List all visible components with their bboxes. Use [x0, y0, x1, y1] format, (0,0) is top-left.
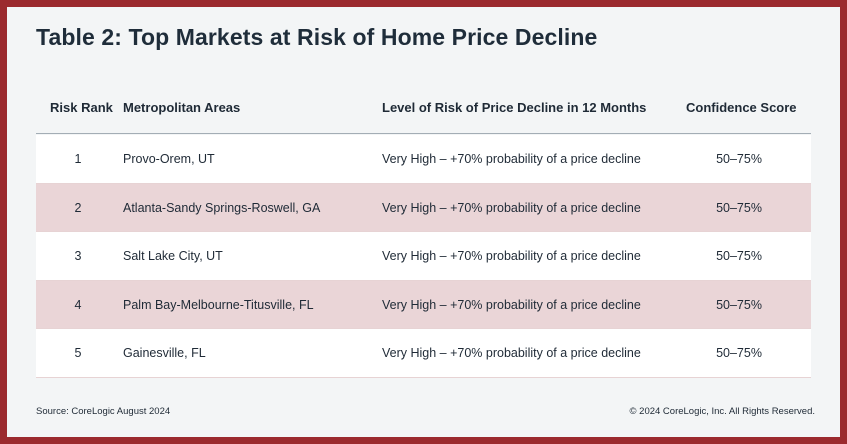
cell-confidence-score: 50–75% [716, 200, 762, 215]
table-row: 4 Palm Bay-Melbourne-Titusville, FL Very… [36, 280, 811, 330]
column-header-confidence-score: Confidence Score [686, 100, 797, 115]
column-header-risk-level: Level of Risk of Price Decline in 12 Mon… [382, 100, 647, 115]
cell-risk-rank: 5 [74, 346, 82, 361]
cell-confidence-score: 50–75% [716, 249, 762, 264]
cell-metropolitan-area: Gainesville, FL [123, 346, 206, 361]
table-row: 1 Provo-Orem, UT Very High – +70% probab… [36, 135, 811, 184]
cell-risk-level: Very High – +70% probability of a price … [382, 297, 641, 312]
cell-metropolitan-area: Provo-Orem, UT [123, 152, 215, 166]
source-note: Source: CoreLogic August 2024 [36, 406, 171, 417]
cell-confidence-score: 50–75% [716, 152, 762, 166]
table-body: 1 Provo-Orem, UT Very High – +70% probab… [36, 135, 811, 378]
cell-risk-rank: 3 [74, 249, 82, 264]
cell-risk-rank: 4 [74, 297, 82, 312]
table-card: Table 2: Top Markets at Risk of Home Pri… [7, 7, 840, 437]
cell-risk-rank: 2 [74, 200, 82, 215]
cell-metropolitan-area: Salt Lake City, UT [123, 249, 223, 264]
column-header-metropolitan-areas: Metropolitan Areas [123, 100, 241, 115]
cell-risk-level: Very High – +70% probability of a price … [382, 346, 641, 361]
table-header: Risk Rank Metropolitan Areas Level of Ri… [36, 95, 811, 134]
cell-confidence-score: 50–75% [716, 297, 762, 312]
cell-risk-level: Very High – +70% probability of a price … [382, 249, 641, 264]
cell-risk-rank: 1 [74, 152, 82, 166]
cell-risk-level: Very High – +70% probability of a price … [382, 200, 641, 215]
table-row: 3 Salt Lake City, UT Very High – +70% pr… [36, 232, 811, 281]
table-row: 5 Gainesville, FL Very High – +70% proba… [36, 329, 811, 378]
table-title: Table 2: Top Markets at Risk of Home Pri… [36, 24, 598, 50]
cell-confidence-score: 50–75% [716, 346, 762, 361]
cell-metropolitan-area: Palm Bay-Melbourne-Titusville, FL [123, 297, 314, 312]
cell-risk-level: Very High – +70% probability of a price … [382, 152, 641, 166]
cell-metropolitan-area: Atlanta-Sandy Springs-Roswell, GA [123, 200, 321, 215]
table-row: 2 Atlanta-Sandy Springs-Roswell, GA Very… [36, 183, 811, 233]
column-header-risk-rank: Risk Rank [50, 100, 113, 115]
copyright-note: © 2024 CoreLogic, Inc. All Rights Reserv… [629, 406, 815, 417]
